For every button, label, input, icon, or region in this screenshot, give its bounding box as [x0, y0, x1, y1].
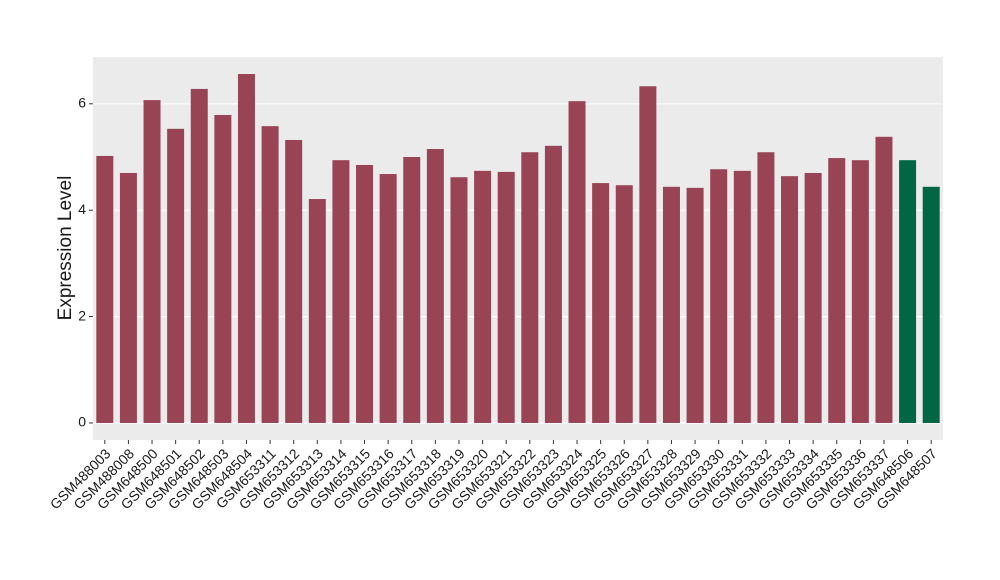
bar [332, 160, 350, 423]
bar [167, 128, 185, 423]
bar [96, 155, 114, 423]
bar [733, 170, 751, 423]
y-tick-label: 0 [78, 414, 86, 430]
bar [143, 100, 161, 423]
bar [568, 101, 586, 423]
bar [356, 164, 374, 423]
bar [403, 157, 421, 423]
plot-panel [93, 57, 943, 440]
bar [521, 152, 539, 423]
bar [474, 170, 492, 423]
bar [237, 74, 255, 423]
bar [639, 86, 657, 423]
bar [828, 158, 846, 423]
bar [497, 171, 515, 423]
y-tick-label: 2 [78, 307, 86, 323]
bar [875, 136, 893, 423]
bar [757, 152, 775, 423]
bar [119, 172, 137, 423]
bar [426, 149, 444, 423]
bar [261, 126, 279, 423]
bar [615, 185, 633, 423]
bar [899, 160, 917, 423]
bar [851, 160, 869, 423]
bar [922, 186, 940, 423]
bar [285, 139, 303, 423]
bar [308, 199, 326, 423]
bar [379, 174, 397, 423]
bar [804, 172, 822, 423]
bar [214, 114, 232, 423]
bar [592, 183, 610, 423]
bar [450, 177, 468, 423]
bar [190, 88, 208, 423]
bar [686, 187, 704, 423]
bar [781, 176, 799, 423]
bar [662, 186, 680, 423]
y-tick-label: 6 [78, 95, 86, 111]
y-tick-label: 4 [78, 201, 86, 217]
y-axis-title: Expression Level [55, 176, 76, 321]
bar [544, 145, 562, 423]
bar [710, 169, 728, 423]
